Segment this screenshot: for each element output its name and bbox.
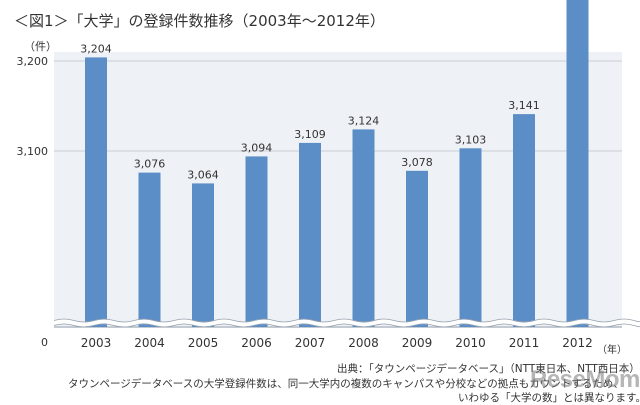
data-label: 3,103 [455,133,487,146]
x-tick-label: 2012 [562,336,593,350]
axis-break-edge [53,318,640,323]
bar-2005 [192,183,214,327]
bar-2008 [352,129,375,327]
x-tick-label: 2007 [295,336,326,350]
data-label: 3,141 [508,99,540,112]
data-label: 3,109 [294,128,326,141]
axis-break-band [53,319,640,327]
data-label: 3,076 [134,158,166,171]
axis-break-edge [53,323,640,328]
data-label: 3,064 [187,168,219,181]
source-note: 出典：「タウンページデータベース」（NTT東日本、NTT西日本） [337,363,640,375]
footnote-line-1: タウンページデータベースの大学登録件数は、同一大学内の複数のキャンパスや分校など… [68,378,624,390]
bar-2004 [138,172,161,327]
x-tick-label: 2005 [188,336,219,350]
bar-2012 [566,0,589,327]
y-tick-label: 3,100 [17,145,49,158]
x-tick-label: 2003 [81,336,112,350]
x-tick-label: 2006 [241,336,272,350]
x-tick-label: 2010 [455,336,486,350]
data-label: 3,124 [348,114,380,127]
data-label: 3,204 [80,42,112,55]
bar-2006 [245,156,268,327]
data-label: 3,094 [241,141,273,154]
y-axis-unit: （件） [24,40,57,53]
footnote-line-2: いわゆる「大学の数」とは異なります。 [458,392,640,404]
labels: 3,3003,2003,10003,20420033,07620043,0642… [17,42,593,350]
x-axis-unit: （年） [597,345,627,356]
y-zero-label: 0 [41,336,48,349]
x-tick-label: 2009 [402,336,433,350]
bar-2009 [406,170,428,327]
bars [85,0,589,328]
x-tick-label: 2008 [348,336,379,350]
y-tick-label: 3,200 [17,55,49,68]
bar-2010 [459,148,482,327]
data-label: 3,078 [401,156,433,169]
axis-break [53,318,640,328]
bar-2011 [513,114,535,327]
resemom-logo: ReseMom [530,366,640,393]
bar-2003 [85,57,107,328]
bar-2007 [299,142,321,327]
x-tick-label: 2004 [134,336,165,350]
x-tick-label: 2011 [509,336,540,350]
chart-title: ＜図1＞「大学」の登録件数推移（2003年～2012年） [14,12,385,30]
